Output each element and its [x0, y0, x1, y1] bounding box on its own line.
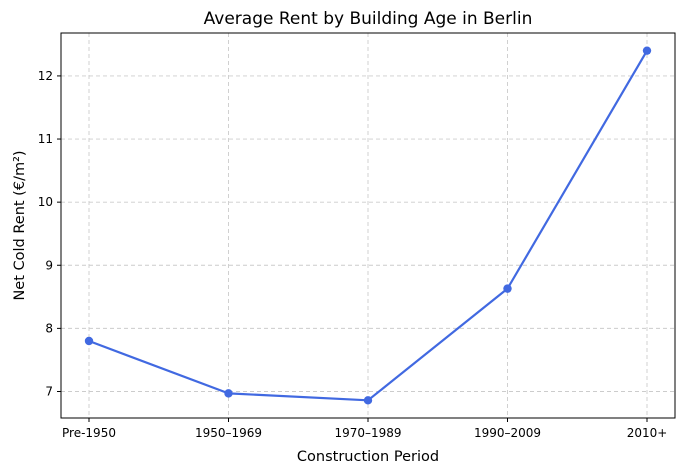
y-tick-label: 12 — [38, 69, 53, 83]
data-point — [224, 389, 233, 398]
x-tick-label: 1970–1989 — [334, 426, 401, 440]
x-tick-label: 2010+ — [627, 426, 668, 440]
x-tick-label: 1990–2009 — [474, 426, 541, 440]
x-tick-label: 1950–1969 — [195, 426, 262, 440]
y-axis-label: Net Cold Rent (€/m²) — [12, 150, 28, 300]
y-tick-label: 8 — [45, 321, 53, 335]
x-tick-label: Pre-1950 — [62, 426, 116, 440]
data-point — [84, 336, 94, 346]
y-tick-label: 10 — [38, 195, 53, 209]
y-tick-label: 7 — [45, 384, 53, 398]
plot-frame — [60, 32, 676, 419]
series-layer — [84, 46, 652, 405]
grid-layer — [61, 33, 675, 418]
data-point — [503, 284, 512, 293]
y-tick-label: 9 — [45, 258, 53, 272]
data-point — [642, 46, 652, 55]
x-axis-label: Construction Period — [297, 449, 439, 465]
data-point — [363, 396, 373, 405]
y-tick-label: 11 — [38, 132, 53, 146]
ticks-layer: Pre-1950 1950–1969 1970–1989 1990–2009 2010+… — [38, 69, 668, 440]
chart-title: Average Rent by Building Age in Berlin — [204, 9, 533, 29]
